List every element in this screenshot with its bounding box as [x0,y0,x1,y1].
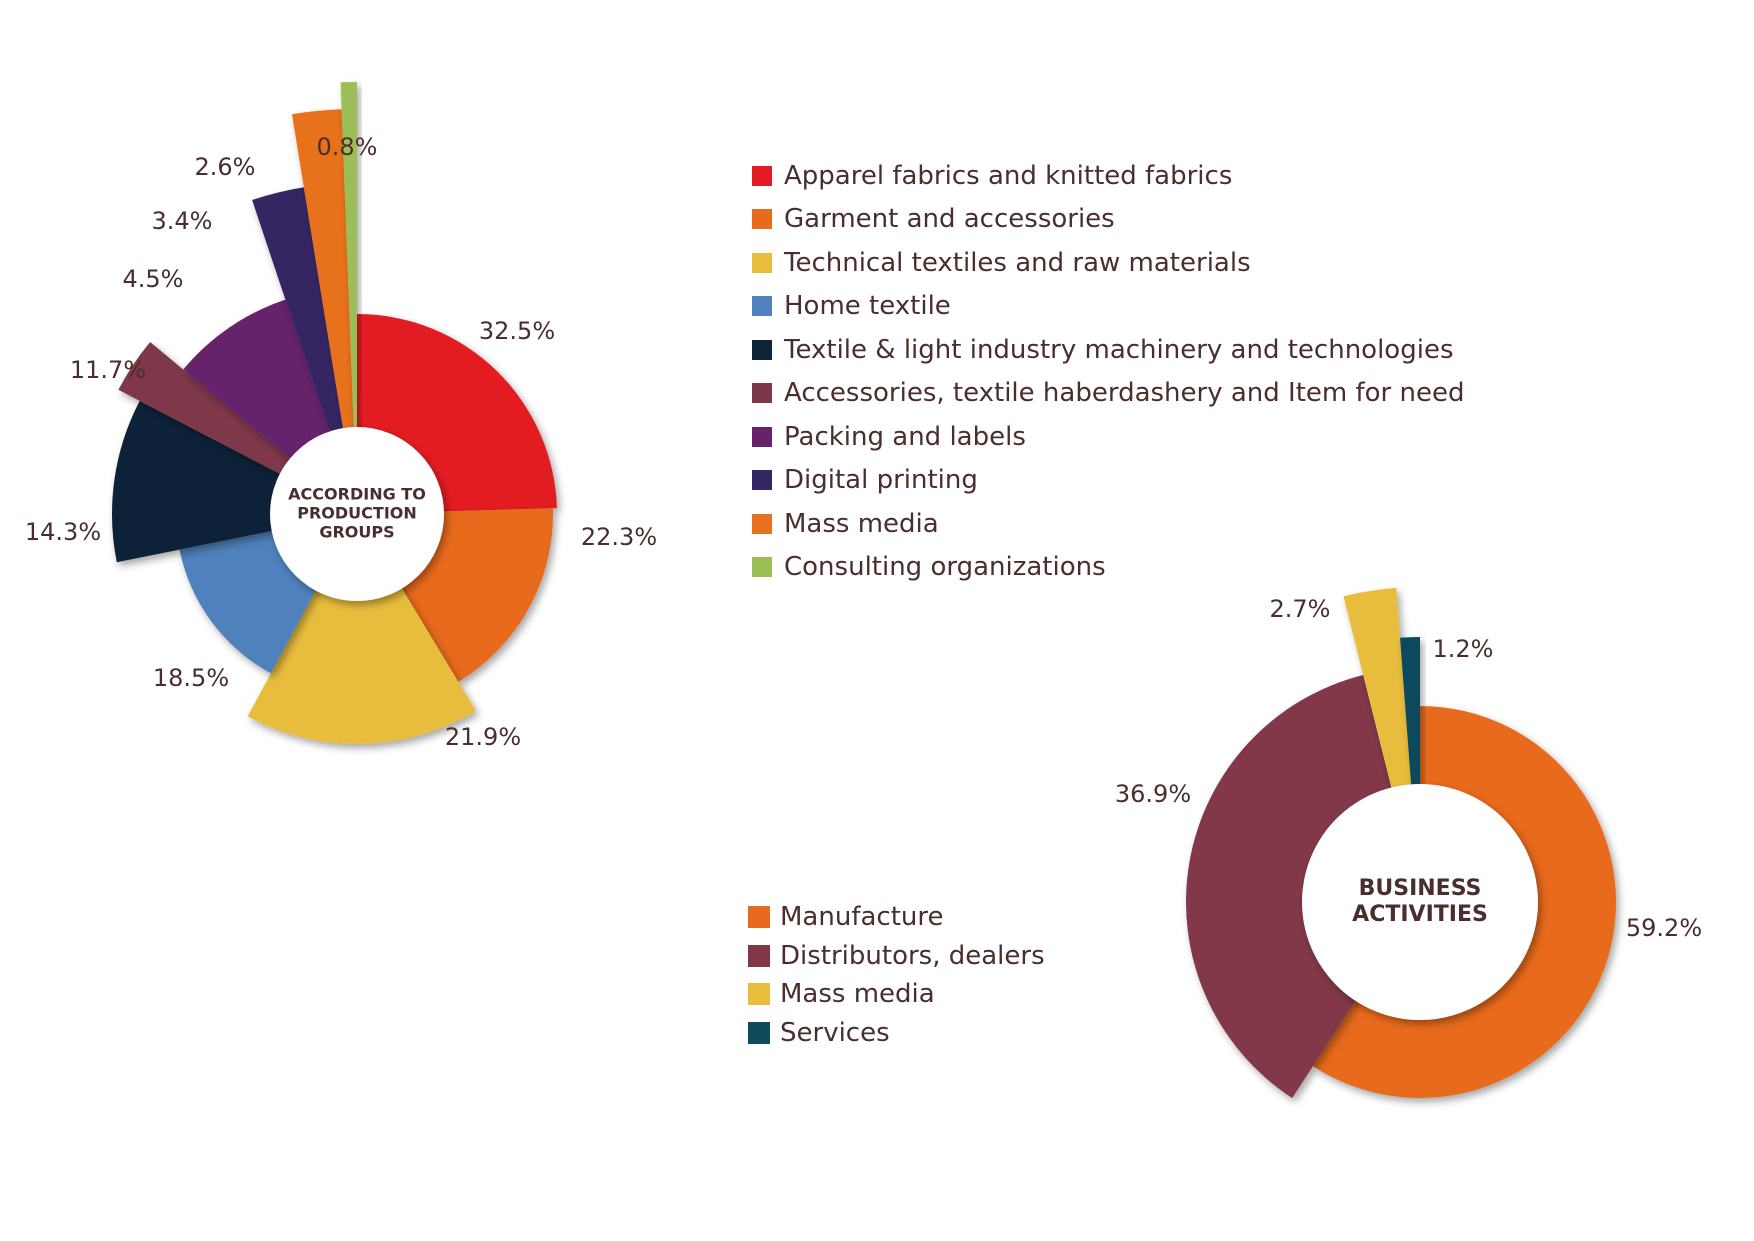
production-groups-pie: 32.5% 22.3% 21.9% 18.5% 14.3% 4.5% 11.7% 3.4% 2.… [25,82,657,751]
legend-swatch [752,209,772,230]
legend-item-home-textile: Home textile [752,285,1464,329]
pie-data-label: 4.5% [123,265,184,293]
legend-label: Accessories, textile haberdashery and It… [784,378,1465,409]
legend-label: Packing and labels [784,421,1026,452]
legend-swatch [752,557,772,578]
pie-data-label: 3.4% [152,207,213,235]
legend-item-apparel-fabrics-and-knitted-fabrics: Apparel fabrics and knitted fabrics [752,154,1464,198]
legend-label: Mass media [780,979,935,1010]
legend-label: Apparel fabrics and knitted fabrics [784,160,1233,191]
legend-swatch [752,252,772,273]
legend-item-packing-and-labels: Packing and labels [752,415,1464,459]
legend-swatch [748,906,770,929]
legend-swatch [752,383,772,404]
legend-label: Distributors, dealers [780,940,1045,971]
legend-item-manufacture: Manufacture [748,898,1045,937]
pie-data-label: 22.3% [581,523,657,551]
pie-data-label: 18.5% [153,664,229,692]
legend-label: Services [780,1017,890,1048]
pie-data-label: 14.3% [25,518,101,546]
pie-data-label: 2.7% [1270,595,1331,623]
pie-slice-technical-textiles-and-raw-materials [247,514,476,744]
legend-item-garment-and-accessories: Garment and accessories [752,198,1464,242]
production-groups-legend: Apparel fabrics and knitted fabrics Garme… [752,154,1464,589]
pie-data-label: 0.8% [317,133,378,161]
pie-center-hole [1302,784,1538,1020]
business-activities-legend: Manufacture Distributors, dealers Mass med… [748,898,1045,1052]
pie-center-label: ACTIVITIES [1352,902,1488,927]
legend-item-digital-printing: Digital printing [752,459,1464,503]
pie-slice-mass-media [291,109,357,514]
pie-data-label: 36.9% [1115,780,1191,808]
legend-label: Garment and accessories [784,204,1115,235]
pie-center-label: ACCORDING TO [288,484,426,503]
legend-item-distributors-dealers: Distributors, dealers [748,937,1045,976]
legend-swatch [748,944,770,967]
legend-swatch [748,1021,770,1044]
pie-center-label: BUSINESS [1359,876,1482,901]
pie-data-label: 2.6% [195,153,256,181]
pie-center-label: GROUPS [319,523,394,542]
legend-item-mass-media: Mass media [752,502,1464,546]
legend-swatch [752,165,772,186]
legend-item-services: Services [748,1014,1045,1053]
pie-data-label: 11.7% [70,356,146,384]
legend-label: Technical textiles and raw materials [784,247,1251,278]
legend-swatch [752,339,772,360]
legend-item-mass-media: Mass media [748,975,1045,1014]
pie-center-label: PRODUCTION [297,504,417,523]
pie-data-label: 59.2% [1626,914,1702,942]
legend-item-technical-textiles-and-raw-materials: Technical textiles and raw materials [752,241,1464,285]
pie-slice-consulting-organizations [340,82,357,514]
pie-data-label: 21.9% [445,723,521,751]
legend-swatch [752,296,772,317]
legend-swatch [752,470,772,491]
pie-data-label: 32.5% [479,317,555,345]
legend-label: Textile & light industry machinery and t… [784,334,1454,365]
legend-swatch [748,983,770,1006]
legend-label: Digital printing [784,465,978,496]
legend-label: Mass media [784,508,939,539]
legend-swatch [752,513,772,534]
pie-data-label: 1.2% [1433,635,1494,663]
legend-label: Home textile [784,291,951,322]
legend-label: Manufacture [780,902,944,933]
pie-center-hole [270,427,444,601]
legend-label: Consulting organizations [784,552,1106,583]
legend-item-accessories-textile-haberdashery-and-item-for-need: Accessories, textile haberdashery and It… [752,372,1464,416]
legend-item-textile-and-light-industry-machinery-and-technologies: Textile & light industry machinery and t… [752,328,1464,372]
pie-slice-distributors-dealers [1185,674,1420,1098]
legend-item-consulting-organizations: Consulting organizations [752,546,1464,590]
legend-swatch [752,426,772,447]
